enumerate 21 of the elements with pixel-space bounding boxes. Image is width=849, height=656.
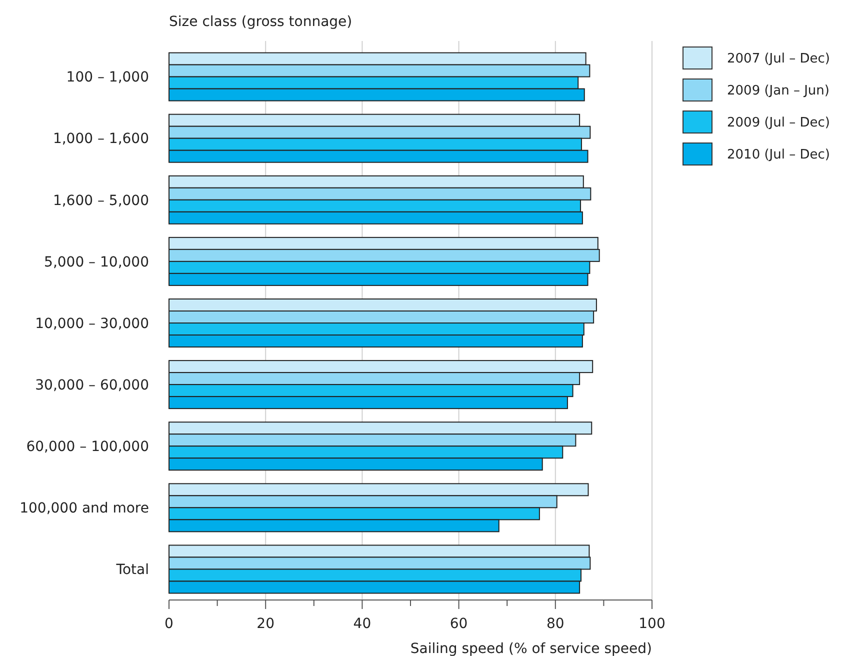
y-tick-label: 30,000 – 60,000 xyxy=(35,377,149,394)
legend-label: 2009 (Jul – Dec) xyxy=(727,116,830,131)
y-tick-label: Total xyxy=(115,562,149,578)
x-tick-label: 60 xyxy=(450,616,468,632)
x-tick-label: 20 xyxy=(256,616,275,632)
legend-label: 2009 (Jan – Jun) xyxy=(727,84,830,99)
y-tick-label: 100 – 1,000 xyxy=(66,70,149,86)
y-tick-label: 1,600 – 5,000 xyxy=(52,192,149,209)
legend-label: 2007 (Jul – Dec) xyxy=(727,52,830,67)
y-tick-label: 10,000 – 30,000 xyxy=(35,316,149,332)
x-tick-label: 0 xyxy=(164,616,174,632)
y-axis-title: Size class (gross tonnage) xyxy=(169,14,352,30)
x-tick-label: 40 xyxy=(353,616,372,632)
y-tick-label: 1,000 – 1,600 xyxy=(52,131,149,148)
y-tick-label: 100,000 and more xyxy=(20,500,149,517)
legend-label: 2010 (Jul – Dec) xyxy=(727,148,830,163)
x-tick-label: 80 xyxy=(546,616,564,632)
y-tick-label: 60,000 – 100,000 xyxy=(26,439,149,456)
y-tick-label: 5,000 – 10,000 xyxy=(44,254,149,270)
x-tick-label: 100 xyxy=(638,616,666,632)
x-axis-title: Sailing speed (% of service speed) xyxy=(410,641,652,656)
